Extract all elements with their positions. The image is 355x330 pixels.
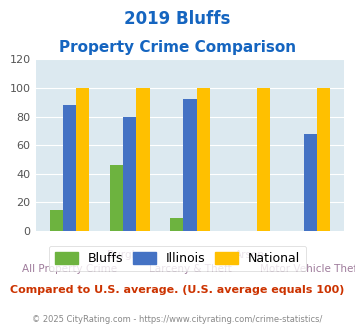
Bar xyxy=(76,88,89,231)
Text: Larceny & Theft: Larceny & Theft xyxy=(148,264,231,274)
Text: Arson: Arson xyxy=(235,250,265,260)
Bar xyxy=(197,88,210,231)
Bar xyxy=(63,105,76,231)
Text: Property Crime Comparison: Property Crime Comparison xyxy=(59,40,296,54)
Bar xyxy=(136,88,149,231)
Bar xyxy=(304,134,317,231)
Text: Compared to U.S. average. (U.S. average equals 100): Compared to U.S. average. (U.S. average … xyxy=(10,285,345,295)
Text: Motor Vehicle Theft: Motor Vehicle Theft xyxy=(260,264,355,274)
Bar xyxy=(183,99,197,231)
Bar xyxy=(317,88,330,231)
Bar xyxy=(170,218,183,231)
Bar xyxy=(257,88,270,231)
Bar xyxy=(50,210,63,231)
Legend: Bluffs, Illinois, National: Bluffs, Illinois, National xyxy=(49,246,306,271)
Text: Burglary: Burglary xyxy=(108,250,152,260)
Bar xyxy=(110,165,123,231)
Text: © 2025 CityRating.com - https://www.cityrating.com/crime-statistics/: © 2025 CityRating.com - https://www.city… xyxy=(32,315,323,324)
Text: All Property Crime: All Property Crime xyxy=(22,264,117,274)
Text: 2019 Bluffs: 2019 Bluffs xyxy=(124,10,231,28)
Bar xyxy=(123,116,136,231)
